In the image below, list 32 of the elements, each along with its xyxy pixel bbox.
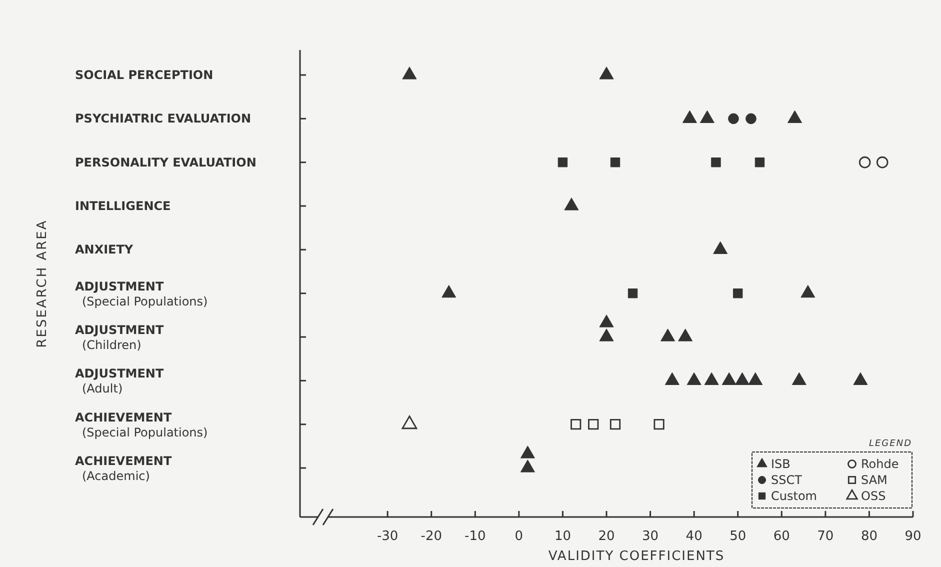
legend-label: Custom [771, 489, 817, 503]
x-tick-label: 60 [773, 529, 790, 544]
y-tick-label: PSYCHIATRIC EVALUATION [75, 112, 252, 126]
y-tick-label: INTELLIGENCE [75, 199, 171, 213]
y-tick-label: PERSONALITY EVALUATION [75, 155, 256, 170]
x-tick-label: 10 [554, 529, 571, 544]
y-tick-label: ADJUSTMENT (Children) [75, 323, 164, 352]
x-tick-label: 0 [514, 529, 524, 544]
x-tick-label: 40 [686, 529, 702, 544]
y-tick-label: ADJUSTMENT (Adult) [75, 366, 164, 396]
x-tick-label: -30 [376, 529, 398, 544]
legend-title: LEGEND [868, 439, 912, 449]
y-tick-label: ANXIETY [75, 242, 134, 257]
x-tick-label: 50 [730, 529, 746, 544]
legend-label: OSS [861, 489, 886, 503]
y-tick-label: ACHIEVEMENT (Academic) [75, 454, 172, 483]
x-tick-label: -10 [464, 529, 486, 544]
legend-label: SSCT [771, 473, 803, 487]
y-tick-label: ADJUSTMENT (Special Populations) [75, 279, 208, 308]
y-axis-title: RESEARCH AREA [35, 219, 50, 348]
x-tick-label: 70 [817, 529, 834, 544]
x-tick-label: -20 [420, 529, 442, 544]
y-tick-label: SOCIAL PERCEPTION [75, 68, 214, 82]
legend-label: ISB [771, 457, 790, 471]
x-tick-label: 20 [598, 529, 615, 544]
x-tick-label: 30 [642, 529, 659, 544]
legend-label: SAM [861, 473, 888, 487]
x-tick-label: 80 [860, 529, 878, 544]
x-tick-label: 90 [904, 529, 922, 544]
x-axis-title: VALIDITY COEFFICIENTS [548, 549, 725, 564]
legend-label: Rohde [861, 457, 899, 471]
y-tick-label: ACHIEVEMENT (Special Populations) [75, 410, 208, 440]
